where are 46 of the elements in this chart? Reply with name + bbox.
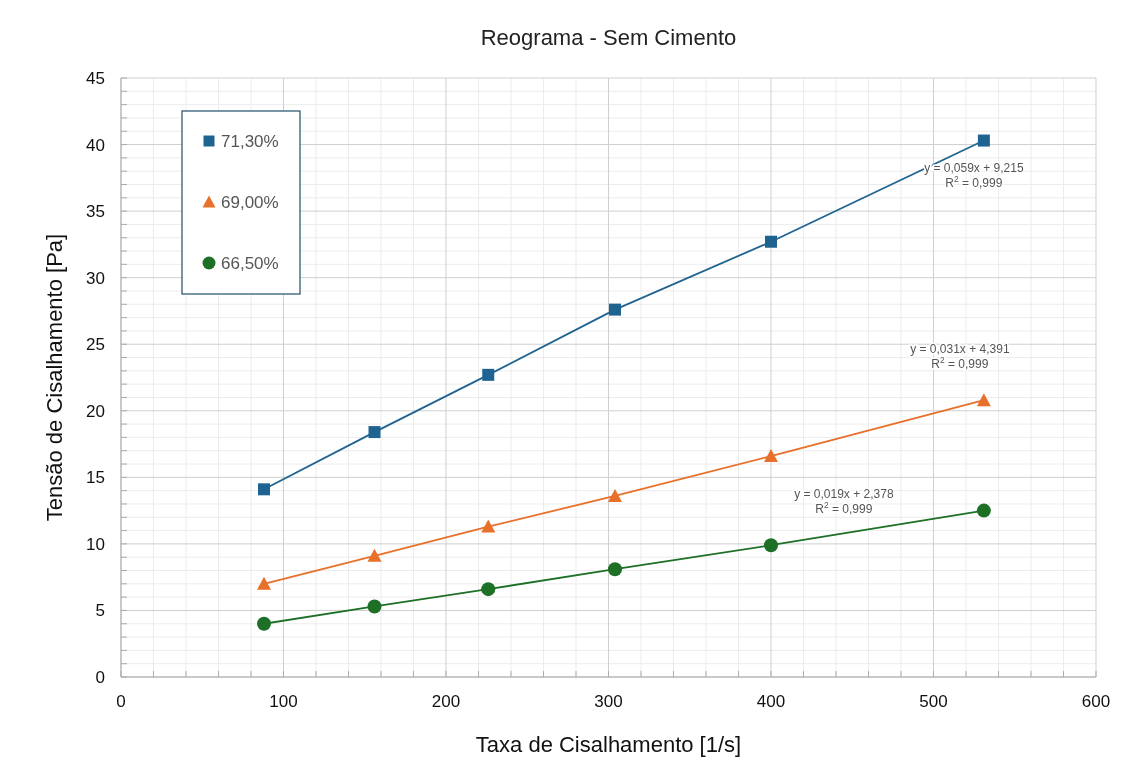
point xyxy=(608,488,622,502)
annotation: R$^{2}$ = 0,999 xyxy=(945,173,1003,190)
point xyxy=(764,449,778,463)
y-tick-label: 40 xyxy=(86,135,105,155)
point xyxy=(976,393,991,407)
annotation: R$^{2}$ = 0,999 xyxy=(931,355,989,372)
point xyxy=(257,576,271,590)
y-tick-label: 5 xyxy=(95,601,105,621)
point xyxy=(481,582,496,597)
point xyxy=(977,134,990,147)
point xyxy=(976,503,991,518)
y-tick-label: 20 xyxy=(86,401,105,421)
point xyxy=(609,303,621,316)
x-axis-title: Taxa de Cisalhamento [1/s] xyxy=(475,732,742,757)
y-tick-label: 30 xyxy=(86,268,105,288)
x-tick-label: 300 xyxy=(594,692,623,711)
y-tick-label: 25 xyxy=(86,335,105,355)
annotation: y = 0,019x + 2,378 xyxy=(794,486,894,501)
y-tick-label: 15 xyxy=(86,468,105,488)
point xyxy=(482,368,495,381)
y-tick-label: 45 xyxy=(86,68,105,88)
x-tick-label: 400 xyxy=(756,692,786,711)
legend-label: 69,00% xyxy=(221,192,279,212)
x-tick-label: 100 xyxy=(269,692,298,711)
y-tick-label: 35 xyxy=(86,202,105,222)
point xyxy=(367,599,382,614)
legend-label: 71,30% xyxy=(221,131,279,151)
point xyxy=(368,426,381,439)
x-tick-label: 600 xyxy=(1081,692,1111,711)
point xyxy=(608,562,622,577)
point xyxy=(258,483,270,496)
y-axis-title: Tensão de Cisalhamento [Pa] xyxy=(42,233,67,522)
legend-label: 66,50% xyxy=(221,253,279,273)
chart-title: Reograma - Sem Cimento xyxy=(480,25,737,50)
x-tick-label: 200 xyxy=(431,692,461,711)
point xyxy=(765,235,777,248)
point xyxy=(481,519,496,533)
x-tick-label: 500 xyxy=(919,692,948,711)
point xyxy=(257,616,271,631)
x-tick-label: 0 xyxy=(116,692,126,711)
point xyxy=(764,538,778,553)
point xyxy=(367,548,382,562)
annotation: R$^{2}$ = 0,999 xyxy=(815,499,873,516)
annotation: y = 0,031x + 4,391 xyxy=(910,342,1010,357)
y-tick-label: 0 xyxy=(95,667,105,687)
y-tick-label: 10 xyxy=(86,534,105,554)
